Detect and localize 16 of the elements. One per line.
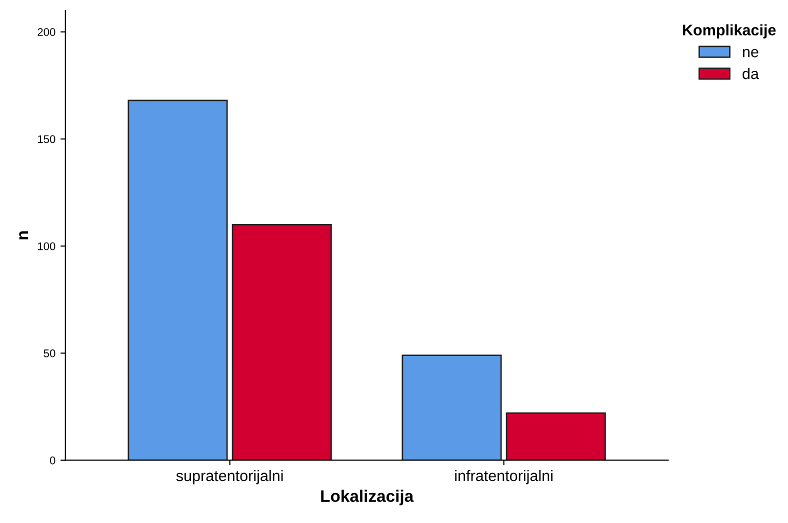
x-tick-label: infratentorijalni <box>455 470 552 484</box>
y-tick-label: 150 <box>38 135 56 144</box>
y-axis-title: n <box>19 231 28 240</box>
y-tick-label: 100 <box>38 242 56 250</box>
bar <box>232 224 332 460</box>
x-axis-title: Lokalizacija <box>321 490 414 506</box>
bar <box>402 354 502 460</box>
x-tick-label: supratentorijalni <box>176 470 283 484</box>
legend-label: da <box>742 68 759 80</box>
bar <box>128 100 228 460</box>
bar <box>506 412 606 460</box>
legend-label: ne <box>743 48 758 58</box>
y-tick-label: 200 <box>38 28 56 36</box>
legend-title: Komplikacije <box>682 24 776 38</box>
y-tick-label: 50 <box>44 349 56 358</box>
y-tick-label: 0 <box>50 456 56 464</box>
